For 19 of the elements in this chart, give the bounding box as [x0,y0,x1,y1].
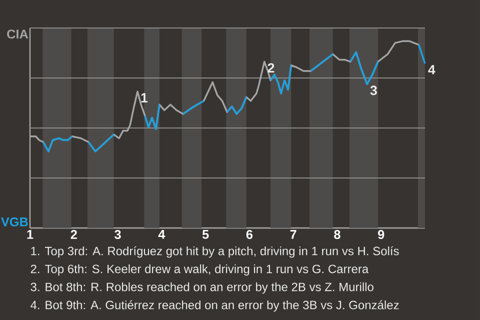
x-tick-label: 9 [378,230,384,239]
x-tick-label: 4 [158,230,166,239]
annotation: 3 [370,86,377,96]
annotation: 4 [428,65,436,74]
x-tick-label: 2 [70,230,77,239]
x-tick-label: 3 [114,230,121,240]
x-tick-label: 1 [27,230,34,239]
x-tick-label: 5 [202,230,209,239]
x-tick-label: 6 [246,230,253,239]
annotation: 1 [141,93,148,102]
text: 3. Bot 8th: R. Robles reached on an error by the 2B vs Z. Murillo [30,282,374,294]
x-tick-label: 7 [290,230,296,239]
x-tick-label: 8 [334,230,340,239]
text: 2. Top 6th: S. Keeler drew a walk, driving in 1 run vs G. Carrera [30,264,369,276]
annotation: 2 [268,63,274,73]
text: 4. Bot 9th: A. Gutiérrez reached on an error by the 3B vs J. González [30,300,399,312]
text: CIA [7,30,28,39]
text: VGB [1,217,28,226]
text: 1. Top 3rd: A. Rodríguez got hit by a pitch, driving in 1 run vs H. Solís [31,246,399,258]
